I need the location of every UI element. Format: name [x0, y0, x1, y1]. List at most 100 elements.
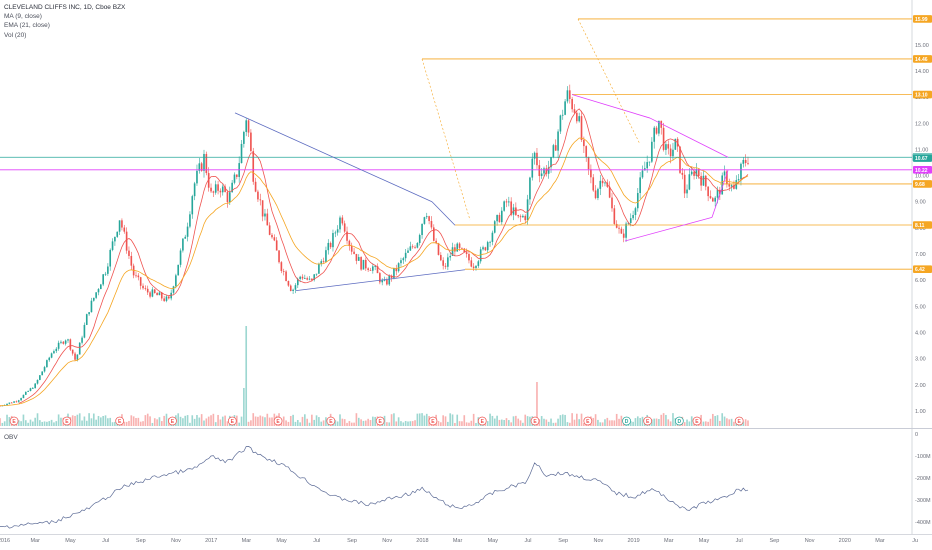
volume-bar[interactable]	[339, 414, 341, 426]
earnings-marker[interactable]	[643, 416, 653, 426]
volume-bar[interactable]	[196, 415, 198, 426]
volume-bar[interactable]	[299, 422, 301, 426]
volume-bar[interactable]	[139, 421, 142, 426]
volume-bar[interactable]	[730, 418, 733, 426]
volume-bar[interactable]	[191, 415, 194, 426]
volume-bar[interactable]	[592, 417, 595, 426]
volume-bar[interactable]	[137, 417, 140, 426]
candle-body[interactable]	[264, 213, 266, 217]
volume-bar[interactable]	[604, 419, 606, 426]
volume-bar[interactable]	[557, 418, 559, 426]
volume-bar[interactable]	[683, 422, 686, 426]
candle-body[interactable]	[491, 232, 494, 242]
candle-body[interactable]	[554, 145, 557, 151]
candle-body[interactable]	[557, 131, 559, 151]
candle-body[interactable]	[536, 152, 538, 166]
candle-body[interactable]	[580, 116, 583, 141]
volume-bar[interactable]	[320, 421, 323, 426]
earnings-marker[interactable]	[115, 416, 125, 426]
volume-bar[interactable]	[568, 422, 571, 426]
candle-body[interactable]	[184, 236, 187, 239]
candle-body[interactable]	[547, 167, 550, 174]
volume-bar[interactable]	[294, 421, 297, 426]
volume-bar[interactable]	[123, 421, 126, 426]
candle-body[interactable]	[336, 229, 339, 233]
volume-bar[interactable]	[247, 421, 250, 426]
volume-bar[interactable]	[17, 420, 20, 426]
volume-bar[interactable]	[437, 421, 440, 426]
volume-bar[interactable]	[271, 417, 273, 426]
volume-bar[interactable]	[529, 416, 531, 426]
volume-bar[interactable]	[83, 416, 86, 426]
volume-bar[interactable]	[184, 415, 187, 426]
time-axis[interactable]: 2016 Mar May Jul Sep Nov 2017 Mar May Jul Sep Nov 20…	[0, 534, 932, 550]
candle-body[interactable]	[517, 214, 520, 217]
candle-body[interactable]	[707, 186, 709, 197]
candle-body[interactable]	[268, 225, 271, 235]
volume-bar[interactable]	[395, 421, 398, 426]
volume-bar[interactable]	[311, 414, 313, 426]
volume-bar[interactable]	[447, 421, 449, 426]
candle-body[interactable]	[533, 152, 536, 159]
volume-bar[interactable]	[0, 418, 1, 426]
candle-body[interactable]	[418, 235, 421, 243]
candle-body[interactable]	[383, 280, 386, 281]
candle-body[interactable]	[339, 217, 341, 230]
volume-bar[interactable]	[594, 414, 597, 426]
candle-body[interactable]	[590, 169, 592, 178]
volume-bar[interactable]	[653, 418, 656, 426]
volume-bar[interactable]	[510, 422, 512, 426]
candle-body[interactable]	[275, 240, 278, 251]
volume-bar[interactable]	[583, 422, 585, 426]
volume-bar[interactable]	[287, 421, 290, 426]
volume-bar[interactable]	[149, 416, 151, 426]
volume-bar[interactable]	[158, 417, 161, 426]
pane-separator[interactable]	[0, 428, 932, 429]
candle-body[interactable]	[411, 246, 414, 248]
earnings-marker[interactable]	[428, 416, 438, 426]
candle-body[interactable]	[700, 176, 702, 186]
candle-body[interactable]	[13, 401, 15, 403]
candle-body[interactable]	[477, 261, 480, 266]
volume-bar[interactable]	[219, 419, 222, 426]
candle-body[interactable]	[386, 280, 388, 285]
candle-body[interactable]	[160, 292, 163, 299]
candle-body[interactable]	[726, 171, 728, 185]
volume-bar[interactable]	[107, 418, 109, 426]
earnings-marker[interactable]	[62, 416, 72, 426]
volume-bar[interactable]	[212, 413, 215, 426]
candle-body[interactable]	[510, 201, 512, 215]
volume-bar[interactable]	[57, 414, 60, 426]
volume-bar[interactable]	[264, 417, 266, 426]
candle-body[interactable]	[320, 261, 323, 265]
trendline-lower[interactable]	[295, 269, 466, 292]
candle-body[interactable]	[695, 169, 698, 176]
candle-body[interactable]	[423, 217, 426, 224]
volume-bar[interactable]	[100, 417, 102, 426]
candle-body[interactable]	[559, 115, 562, 132]
candle-body[interactable]	[163, 298, 165, 301]
candle-body[interactable]	[245, 120, 248, 132]
volume-bar[interactable]	[369, 420, 372, 426]
candle-body[interactable]	[651, 141, 653, 162]
volume-bar[interactable]	[599, 422, 602, 426]
volume-bar[interactable]	[8, 417, 11, 426]
candle-body[interactable]	[444, 265, 447, 267]
volume-bar[interactable]	[252, 413, 255, 426]
candle-body[interactable]	[437, 243, 440, 255]
volume-bar[interactable]	[662, 413, 665, 426]
volume-bar[interactable]	[608, 420, 611, 426]
volume-bar[interactable]	[308, 422, 311, 426]
candle-body[interactable]	[489, 241, 491, 243]
candle-body[interactable]	[200, 163, 203, 171]
volume-bar[interactable]	[3, 421, 6, 426]
volume-bar[interactable]	[177, 413, 180, 426]
volume-bar[interactable]	[41, 421, 44, 426]
candle-body[interactable]	[343, 223, 346, 232]
volume-bar[interactable]	[629, 421, 632, 426]
candle-body[interactable]	[60, 341, 62, 343]
earnings-marker[interactable]	[530, 416, 540, 426]
volume-bar[interactable]	[503, 419, 505, 426]
volume-bar[interactable]	[726, 418, 728, 426]
volume-bar[interactable]	[306, 418, 308, 426]
